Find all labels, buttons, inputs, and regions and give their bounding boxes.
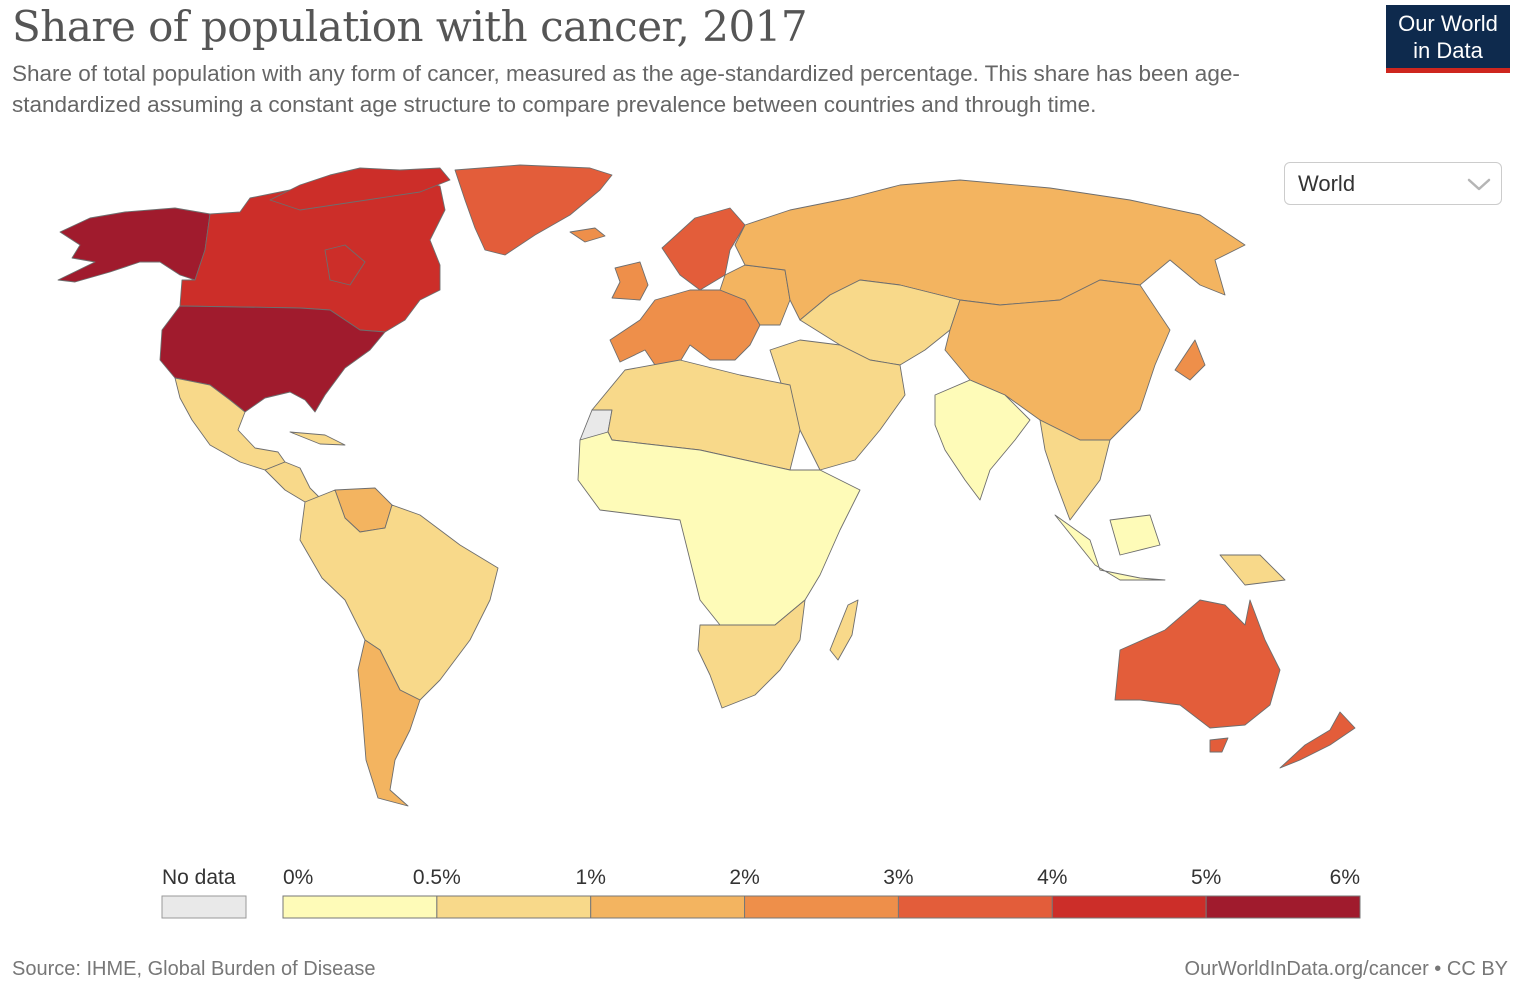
region-alaska[interactable] bbox=[57, 207, 211, 283]
region-canada-islands[interactable] bbox=[269, 167, 451, 211]
legend-bin[interactable] bbox=[1051, 895, 1207, 919]
legend-tick-label: 1% bbox=[576, 866, 606, 889]
chart-title: Share of population with cancer, 2017 bbox=[12, 2, 808, 51]
region-selector[interactable]: World bbox=[1284, 162, 1502, 205]
region-southeast-asia[interactable] bbox=[1039, 419, 1111, 521]
region-united-kingdom[interactable] bbox=[611, 261, 649, 301]
legend-tick-label: 3% bbox=[883, 866, 913, 889]
legend-tick-label: 4% bbox=[1037, 866, 1067, 889]
region-south-america[interactable] bbox=[299, 489, 499, 701]
region-southern-africa[interactable] bbox=[697, 599, 806, 709]
legend-ticks: 0% 0.5% 1% 2% 3% 4% 5% 6% bbox=[283, 866, 1360, 889]
legend-bin[interactable] bbox=[590, 895, 746, 919]
region-new-zealand[interactable] bbox=[1279, 711, 1356, 769]
footer-links: OurWorldInData.org/cancer • CC BY bbox=[1185, 958, 1508, 981]
region-tasmania[interactable] bbox=[1209, 737, 1229, 753]
no-data-label: No data bbox=[162, 866, 236, 889]
legend-tick-label: 0.5% bbox=[413, 866, 461, 889]
region-scandinavia[interactable] bbox=[661, 207, 746, 291]
legend-bin[interactable] bbox=[744, 895, 899, 919]
region-iceland[interactable] bbox=[569, 227, 606, 243]
source-credit: Source: IHME, Global Burden of Disease bbox=[12, 958, 376, 980]
region-india[interactable] bbox=[934, 379, 1031, 501]
chevron-down-icon bbox=[1467, 178, 1491, 191]
region-selector-value: World bbox=[1298, 171, 1356, 196]
region-argentina[interactable] bbox=[357, 639, 421, 807]
legend-bins bbox=[282, 895, 1361, 919]
no-data-swatch bbox=[161, 895, 247, 919]
region-australia[interactable] bbox=[1114, 599, 1281, 729]
region-western-europe[interactable] bbox=[609, 289, 761, 371]
region-north-africa[interactable] bbox=[591, 359, 801, 471]
legend-bin[interactable] bbox=[436, 895, 592, 919]
region-papua-new-guinea[interactable] bbox=[1219, 554, 1286, 586]
region-japan[interactable] bbox=[1174, 339, 1206, 381]
license-link[interactable]: CC BY bbox=[1446, 958, 1508, 980]
region-caribbean[interactable] bbox=[289, 431, 346, 446]
legend-tick-label: 5% bbox=[1191, 866, 1221, 889]
chart-subtitle: Share of total population with any form … bbox=[12, 61, 1240, 117]
legend-bin[interactable] bbox=[897, 895, 1053, 919]
logo-line-2: in Data bbox=[1413, 38, 1483, 63]
legend-bin[interactable] bbox=[282, 895, 438, 919]
owid-logo[interactable]: Our World in Data bbox=[1386, 5, 1510, 73]
region-central-america[interactable] bbox=[264, 461, 323, 503]
region-mexico[interactable] bbox=[174, 377, 286, 471]
region-russia[interactable] bbox=[734, 179, 1246, 321]
logo-line-1: Our World bbox=[1398, 11, 1498, 36]
region-china[interactable] bbox=[944, 279, 1171, 441]
region-madagascar[interactable] bbox=[829, 599, 859, 661]
color-legend: No data 0% 0.5% 1% 2% 3% 4% 5% 6% bbox=[161, 866, 1361, 919]
source-url-link[interactable]: OurWorldInData.org/cancer bbox=[1184, 958, 1429, 980]
legend-bin[interactable] bbox=[1205, 895, 1361, 919]
legend-tick-label: 6% bbox=[1330, 866, 1360, 889]
footer-separator: • bbox=[1434, 958, 1442, 980]
legend-tick-label: 0% bbox=[283, 866, 313, 889]
legend-tick-label: 2% bbox=[729, 866, 759, 889]
region-indonesia[interactable] bbox=[1054, 514, 1166, 581]
world-map bbox=[57, 164, 1356, 807]
region-greenland[interactable] bbox=[454, 164, 613, 256]
